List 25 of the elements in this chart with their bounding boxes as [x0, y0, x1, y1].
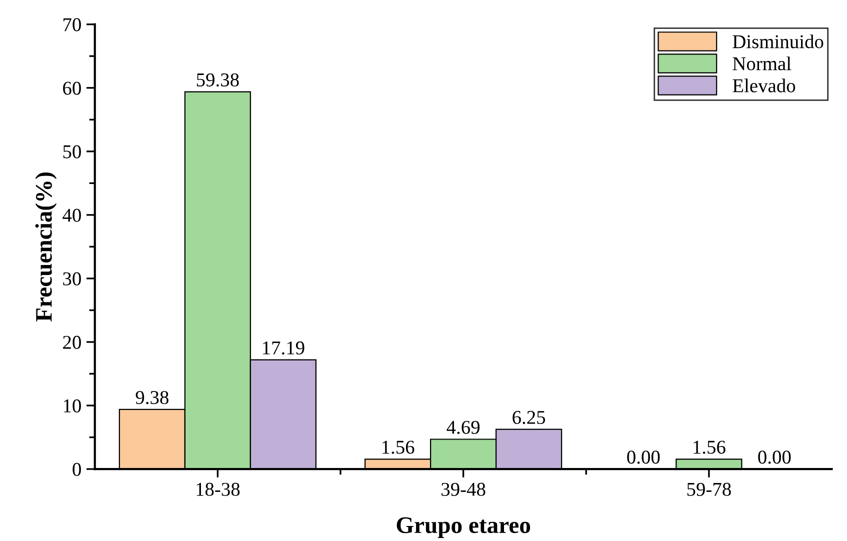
legend-label: Elevado: [732, 78, 796, 92]
data-label: 9.38: [136, 390, 168, 404]
x-tick-label: 39-48: [442, 482, 486, 496]
y-axis-title: Frecuencia(%): [35, 172, 57, 322]
y-tick-label: 60: [63, 82, 81, 95]
data-label: 17.19: [263, 341, 304, 355]
y-tick-label: 10: [64, 399, 81, 412]
legend-label: Disminuido: [732, 34, 824, 48]
y-tick-label: 0: [72, 462, 81, 476]
data-label: 59.38: [196, 73, 239, 87]
data-label: 6.25: [512, 410, 546, 424]
data-label: 0.00: [758, 450, 791, 464]
data-label: 0.00: [627, 450, 660, 464]
data-label: 1.56: [382, 440, 414, 454]
data-label: 4.69: [446, 420, 480, 434]
x-tick-label: 59-78: [687, 482, 731, 496]
x-tick-label: 18-38: [196, 482, 240, 496]
y-tick-label: 30: [63, 272, 81, 286]
y-tick-label: 50: [63, 145, 81, 158]
y-tick-label: 70: [64, 18, 81, 32]
y-tick-label: 20: [63, 336, 81, 349]
legend-label: Normal: [732, 56, 792, 70]
y-tick-label: 40: [62, 208, 81, 222]
x-axis-title: Grupo etareo: [396, 517, 530, 538]
data-label: 1.56: [694, 440, 726, 454]
